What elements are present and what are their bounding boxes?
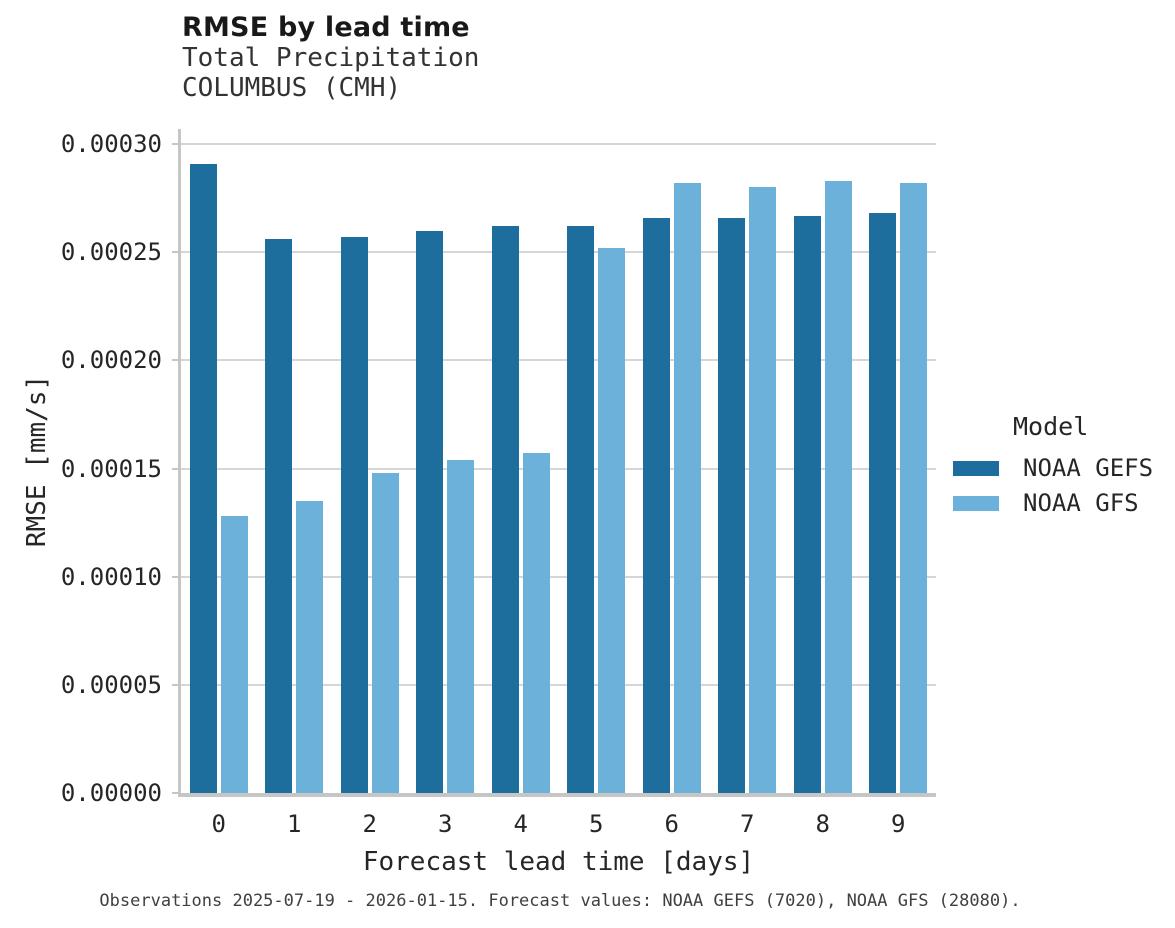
y-tick-mark xyxy=(172,683,179,686)
bar-groups xyxy=(181,129,936,793)
bar-noaa-gefs-day-1 xyxy=(265,239,293,793)
bar-noaa-gefs-day-4 xyxy=(491,226,519,793)
y-tick-label: 0.00030 xyxy=(60,130,162,159)
bar-group-day-7 xyxy=(710,129,786,793)
gridline xyxy=(181,467,936,470)
y-tick-mark xyxy=(172,792,179,794)
y-tick-mark xyxy=(172,143,179,146)
bar-noaa-gefs-day-0 xyxy=(189,163,217,793)
y-tick-mark xyxy=(172,251,179,254)
bar-noaa-gefs-day-2 xyxy=(340,237,368,793)
x-tick-label: 6 xyxy=(664,810,679,838)
bar-group-day-0 xyxy=(181,129,257,793)
bar-group-day-2 xyxy=(332,129,408,793)
legend-title: Model xyxy=(1013,412,1089,441)
bar-group-day-9 xyxy=(861,129,937,793)
y-tick-label: 0.00000 xyxy=(60,779,162,807)
bar-noaa-gefs-day-5 xyxy=(567,226,595,793)
gridline xyxy=(181,683,936,686)
y-tick-mark xyxy=(172,467,179,470)
chart-subtitle-station: COLUMBUS (CMH) xyxy=(182,72,402,103)
bar-noaa-gefs-day-3 xyxy=(416,230,444,793)
title-block: RMSE by lead time Total Precipitation CO… xyxy=(182,12,479,103)
y-tick-label: 0.00020 xyxy=(60,346,162,375)
bar-noaa-gfs-day-5 xyxy=(598,247,626,793)
x-tick-label: 0 xyxy=(211,810,226,838)
y-tick-label: 0.00025 xyxy=(60,238,162,267)
bar-noaa-gfs-day-9 xyxy=(900,183,928,793)
legend-label: NOAA GFS xyxy=(1023,489,1139,517)
bar-noaa-gfs-day-3 xyxy=(447,459,475,793)
x-axis-title: Forecast lead time [days] xyxy=(362,847,755,877)
y-tick-mark xyxy=(172,359,179,362)
legend-label: NOAA GEFS xyxy=(1023,454,1154,482)
y-tick-label: 0.00005 xyxy=(60,670,162,699)
gridline xyxy=(181,251,936,254)
legend: Model NOAA GEFS NOAA GFS xyxy=(953,412,1153,527)
bar-noaa-gfs-day-7 xyxy=(749,187,777,793)
legend-swatch xyxy=(953,495,999,511)
bar-group-day-8 xyxy=(785,129,861,793)
caption: Observations 2025-07-19 - 2026-01-15. Fo… xyxy=(99,891,1021,911)
bar-group-day-4 xyxy=(483,129,559,793)
x-tick-label: 9 xyxy=(891,810,906,838)
chart-title: RMSE by lead time xyxy=(182,12,470,43)
y-tick-label: 0.00015 xyxy=(60,454,162,483)
y-tick-mark xyxy=(172,575,179,578)
bar-noaa-gefs-day-9 xyxy=(869,213,897,793)
x-tick-label: 8 xyxy=(815,810,830,838)
x-tick-label: 1 xyxy=(287,810,302,838)
x-tick-label: 5 xyxy=(589,810,604,838)
legend-entries: NOAA GEFS NOAA GFS xyxy=(953,454,1154,517)
x-tick-label: 3 xyxy=(438,810,453,838)
legend-entry-noaa-gfs: NOAA GFS xyxy=(953,489,1153,517)
plot-area xyxy=(178,129,936,797)
bar-noaa-gfs-day-0 xyxy=(220,516,248,793)
x-tick-label: 7 xyxy=(740,810,755,838)
bar-noaa-gfs-day-2 xyxy=(371,472,399,793)
bar-noaa-gefs-day-8 xyxy=(793,215,821,793)
y-tick-label: 0.00010 xyxy=(60,562,162,591)
chart-subtitle-variable: Total Precipitation xyxy=(182,43,480,74)
bar-noaa-gfs-day-1 xyxy=(296,501,324,793)
gridline xyxy=(181,575,936,578)
bar-group-day-3 xyxy=(408,129,484,793)
gridline xyxy=(181,143,936,146)
gridline xyxy=(181,359,936,362)
legend-swatch xyxy=(953,460,999,476)
legend-entry-noaa-gefs: NOAA GEFS xyxy=(953,454,1154,482)
bar-noaa-gefs-day-6 xyxy=(642,217,670,793)
x-tick-label: 2 xyxy=(362,810,377,838)
bar-group-day-6 xyxy=(634,129,710,793)
bar-noaa-gfs-day-8 xyxy=(824,180,852,793)
bar-noaa-gefs-day-7 xyxy=(718,217,746,793)
bar-noaa-gfs-day-6 xyxy=(673,183,701,793)
bar-noaa-gfs-day-4 xyxy=(522,453,550,793)
x-tick-label: 4 xyxy=(513,810,528,838)
bar-group-day-1 xyxy=(257,129,333,793)
bar-group-day-5 xyxy=(559,129,635,793)
